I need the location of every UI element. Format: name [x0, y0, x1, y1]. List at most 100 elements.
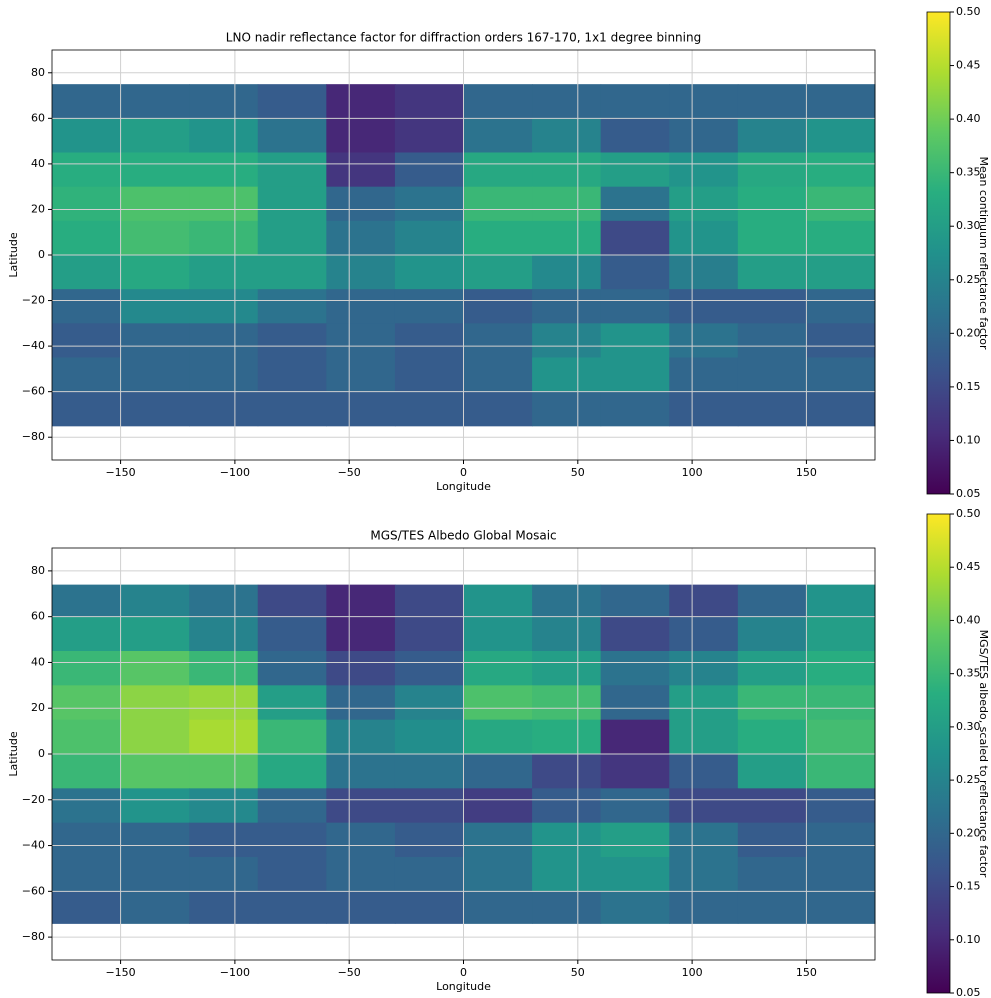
heat-cell — [806, 357, 876, 393]
x-tick-label: −150 — [105, 966, 135, 979]
heat-cell — [52, 857, 122, 892]
x-tick-label: −150 — [105, 466, 135, 479]
heat-cell — [737, 152, 807, 188]
heat-cell — [806, 891, 876, 924]
heat-cell — [394, 118, 464, 153]
colorbar-tick-label: 0.30 — [956, 720, 981, 733]
heat-cell — [326, 186, 396, 222]
heat-cell — [326, 118, 396, 153]
x-tick-label: 100 — [682, 966, 703, 979]
heat-cell — [600, 152, 670, 188]
heat-cell — [806, 754, 876, 789]
heat-cell — [120, 391, 190, 427]
heat-cell — [737, 84, 807, 119]
heat-cell — [806, 719, 876, 755]
heat-cell — [532, 255, 602, 290]
heat-cell — [189, 754, 259, 789]
heat-cell — [600, 255, 670, 290]
heat-cell — [326, 357, 396, 393]
heat-cell — [257, 891, 327, 924]
heat-cell — [600, 719, 670, 755]
chart-title: LNO nadir reflectance factor for diffrac… — [226, 31, 701, 45]
colorbar-tick-label: 0.15 — [956, 880, 981, 893]
heat-cell — [737, 891, 807, 924]
heat-cell — [189, 357, 259, 393]
heat-cell — [189, 323, 259, 358]
heat-cell — [532, 186, 602, 222]
y-tick-label: 40 — [31, 157, 45, 170]
heat-cell — [189, 616, 259, 652]
y-axis-label: Latitude — [7, 232, 20, 278]
heat-cell — [326, 685, 396, 721]
heat-cell — [52, 289, 122, 324]
heat-cell — [52, 719, 122, 755]
heat-cell — [326, 891, 396, 924]
heat-cell — [737, 289, 807, 324]
heat-cell — [120, 186, 190, 222]
heat-cell — [257, 84, 327, 119]
heat-cell — [532, 754, 602, 789]
heat-cell — [326, 255, 396, 290]
heat-cell — [257, 719, 327, 755]
heat-cell — [326, 391, 396, 427]
colorbar-tick-label: 0.20 — [956, 826, 981, 839]
heat-cell — [52, 584, 122, 618]
heat-cell — [189, 289, 259, 324]
heat-cell — [600, 391, 670, 427]
colorbar-tick-label: 0.45 — [956, 59, 981, 72]
heat-cell — [806, 651, 876, 686]
heat-cell — [394, 84, 464, 119]
heat-cell — [257, 255, 327, 290]
heat-cell — [532, 220, 602, 256]
y-tick-label: 20 — [31, 202, 45, 215]
heat-cell — [326, 788, 396, 824]
heat-cell — [120, 651, 190, 686]
colorbar — [926, 513, 951, 994]
heat-cell — [52, 651, 122, 686]
heat-cell — [120, 584, 190, 618]
heat-cell — [326, 152, 396, 188]
heat-cell — [463, 788, 533, 824]
heat-cell — [257, 323, 327, 358]
heat-cell — [806, 220, 876, 256]
heat-cell — [600, 616, 670, 652]
y-tick-label: −60 — [22, 385, 45, 398]
heat-cell — [52, 220, 122, 256]
heat-cell — [669, 788, 739, 824]
heat-cell — [326, 822, 396, 858]
x-tick-label: −100 — [220, 966, 250, 979]
heat-cell — [600, 84, 670, 119]
x-tick-label: 50 — [571, 966, 585, 979]
x-tick-label: 150 — [796, 966, 817, 979]
colorbar-tick-label: 0.40 — [956, 112, 981, 125]
colorbar-tick-label: 0.25 — [956, 273, 981, 286]
colorbar-tick-label: 0.35 — [956, 667, 981, 680]
heat-cell — [120, 357, 190, 393]
heat-cell — [120, 719, 190, 755]
heat-cell — [806, 289, 876, 324]
heat-cell — [463, 616, 533, 652]
x-tick-label: −50 — [338, 966, 361, 979]
heat-cell — [600, 220, 670, 256]
heat-cell — [463, 891, 533, 924]
heat-cell — [120, 289, 190, 324]
heat-cell — [52, 391, 122, 427]
heat-cell — [52, 357, 122, 393]
heat-cell — [257, 788, 327, 824]
heat-cell — [600, 685, 670, 721]
heat-cell — [120, 323, 190, 358]
heat-cell — [669, 719, 739, 755]
heat-cell — [120, 685, 190, 721]
heat-cell — [600, 357, 670, 393]
x-tick-label: 50 — [571, 466, 585, 479]
heat-cell — [394, 289, 464, 324]
heat-cell — [806, 857, 876, 892]
heat-cell — [669, 323, 739, 358]
heat-cell — [532, 857, 602, 892]
heat-cell — [189, 391, 259, 427]
heat-cell — [669, 186, 739, 222]
heat-cell — [463, 584, 533, 618]
heat-cell — [120, 118, 190, 153]
colorbar-label: Mean continuum reflectance factor — [977, 156, 990, 350]
colorbar — [926, 11, 951, 495]
